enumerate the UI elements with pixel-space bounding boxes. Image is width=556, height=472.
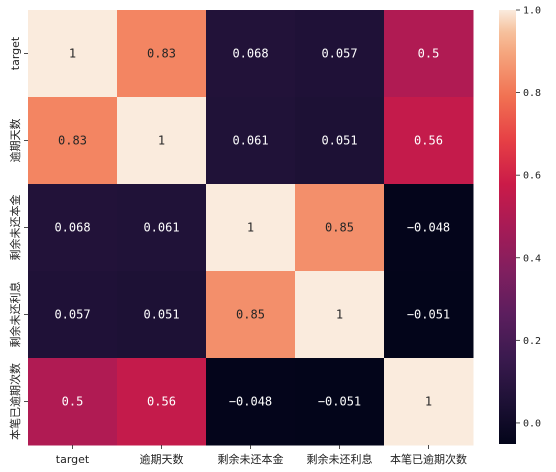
y-tick-label: 逾期天数 [8, 119, 22, 163]
cell-value-label: 0.85 [236, 308, 265, 322]
heatmap-cell [384, 358, 474, 446]
colorbar-tick-label: 0.4 [523, 253, 541, 264]
cell-value-label: 0.56 [414, 134, 443, 148]
heatmap-cell [117, 358, 207, 446]
y-tick-label: 剩余未还利息 [8, 282, 22, 348]
y-tick-label: 剩余未还本金 [8, 195, 22, 261]
colorbar-tick-label: 0.2 [523, 336, 541, 347]
heatmap-cell [384, 97, 474, 185]
cell-value-label: 0.5 [62, 395, 84, 409]
cell-value-label: 0.057 [321, 47, 357, 61]
cell-value-label: 0.051 [143, 308, 179, 322]
heatmap-cell [117, 10, 207, 98]
x-tick-label: target [56, 453, 90, 466]
cell-value-label: 1 [247, 221, 254, 235]
heatmap-cell [295, 97, 385, 185]
heatmap-cell [206, 358, 296, 446]
cell-value-label: −0.048 [407, 221, 450, 235]
y-tick-label: target [9, 36, 22, 70]
colorbar-tick-label: 0.6 [523, 171, 541, 182]
heatmap-cell [206, 271, 296, 359]
x-tick-label: 剩余未还本金 [218, 452, 284, 466]
cell-value-label: 1 [425, 395, 432, 409]
cell-value-label: 1 [336, 308, 343, 322]
cell-value-label: 0.5 [418, 47, 440, 61]
heatmap-cell [295, 184, 385, 272]
x-tick-label: 逾期天数 [140, 452, 184, 466]
cell-value-label: 0.051 [321, 134, 357, 148]
cell-value-label: 0.56 [147, 395, 176, 409]
colorbar-tick-label: 1.0 [523, 6, 541, 17]
heatmap-cell [295, 10, 385, 98]
heatmap-cell [384, 10, 474, 98]
heatmap-cells: 1 0.83 0.068 0.057 0.5 0.83 1 0.061 0.051 0.56 0.0… [28, 10, 474, 446]
cell-value-label: 0.061 [232, 134, 268, 148]
heatmap-cell [295, 271, 385, 359]
cell-value-label: 0.83 [147, 47, 176, 61]
heatmap-cell [28, 358, 118, 446]
heatmap-cell [384, 271, 474, 359]
heatmap-cell [28, 97, 118, 185]
y-tick-label: 本笔已逾期次数 [8, 363, 22, 440]
heatmap-cell [384, 184, 474, 272]
heatmap-cell [117, 271, 207, 359]
cell-value-label: 0.068 [54, 221, 90, 235]
cell-value-label: 1 [69, 47, 76, 61]
heatmap-cell [206, 184, 296, 272]
colorbar-gradient [499, 10, 516, 444]
cell-value-label: −0.048 [229, 395, 272, 409]
heatmap-cell [117, 184, 207, 272]
x-tick-label: 剩余未还利息 [307, 452, 373, 466]
x-tick-label: 本笔已逾期次数 [390, 452, 467, 466]
colorbar-tick-label: 0.8 [523, 88, 541, 99]
cell-value-label: 1 [158, 134, 165, 148]
heatmap-cell [206, 10, 296, 98]
cell-value-label: −0.051 [407, 308, 450, 322]
heatmap-cell [28, 10, 118, 98]
cell-value-label: 0.061 [143, 221, 179, 235]
cell-value-label: −0.051 [318, 395, 361, 409]
heatmap-cell [295, 358, 385, 446]
cell-value-label: 0.85 [325, 221, 354, 235]
heatmap-cell [28, 184, 118, 272]
x-axis: target 逾期天数 剩余未还本金 剩余未还利息 本笔已逾期次数 [56, 445, 467, 466]
heatmap-cell [117, 97, 207, 185]
heatmap-cell [28, 271, 118, 359]
cell-value-label: 0.83 [58, 134, 87, 148]
cell-value-label: 0.068 [232, 47, 268, 61]
colorbar-tick-label: 0.0 [523, 418, 541, 429]
cell-value-label: 0.057 [54, 308, 90, 322]
colorbar: 0.0 0.2 0.4 0.6 0.8 1.0 [499, 6, 541, 444]
heatmap-cell [206, 97, 296, 185]
